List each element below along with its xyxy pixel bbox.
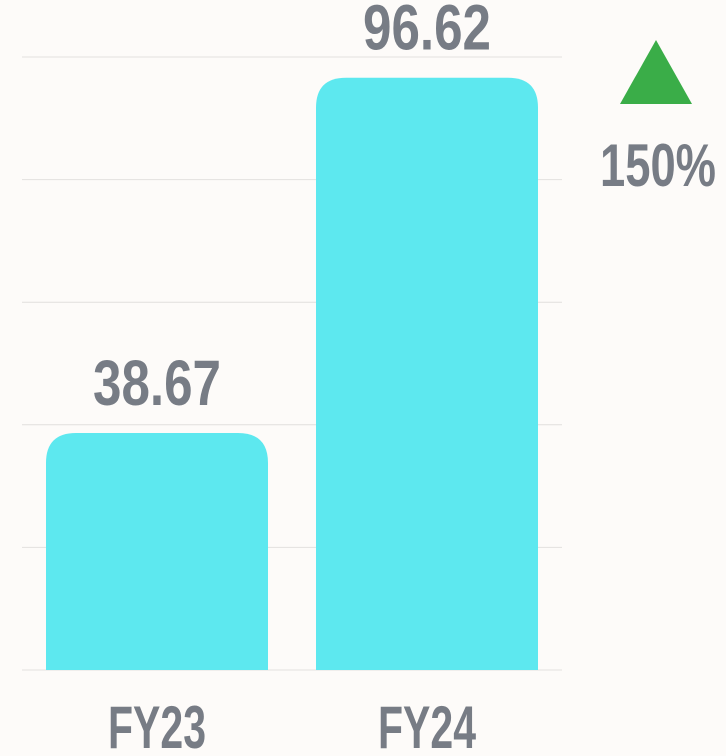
bars	[46, 77, 538, 670]
change-annotation: 150%	[600, 132, 716, 199]
value-label: 38.67	[93, 347, 221, 419]
x-tick-label: FY23	[108, 694, 206, 756]
up-arrow-icon	[620, 40, 692, 104]
bar	[46, 432, 268, 670]
x-tick-label: FY24	[378, 694, 476, 756]
value-label: 96.62	[363, 0, 491, 64]
bar	[316, 77, 538, 670]
